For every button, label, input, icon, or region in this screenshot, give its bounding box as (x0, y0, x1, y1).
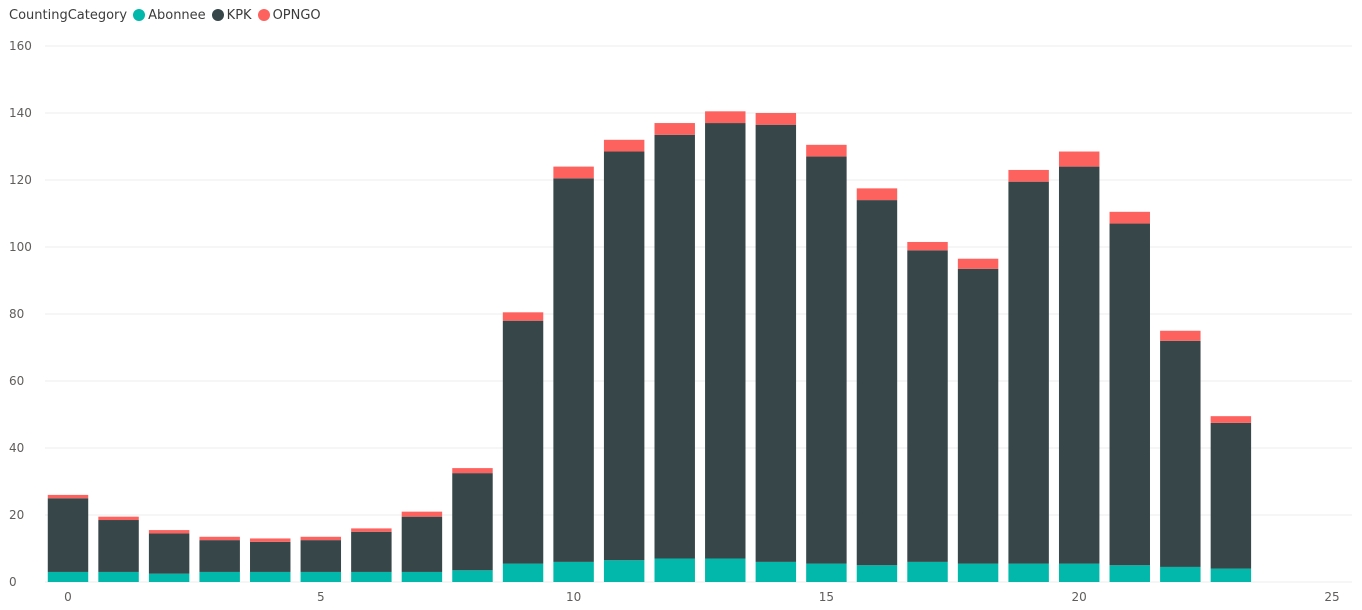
bar-segment-kpk (250, 541, 291, 572)
bar-segment-abonnee (401, 571, 443, 582)
legend-label: KPK (226, 7, 252, 23)
x-tick-label: 5 (317, 590, 325, 604)
x-tick-label: 15 (819, 590, 834, 604)
y-tick-label: 20 (9, 508, 24, 522)
bar-segment-abonnee (351, 571, 392, 582)
bar-segment-abonnee (1109, 565, 1150, 582)
y-tick-label: 120 (9, 173, 32, 187)
bar-segment-abonnee (856, 565, 898, 582)
legend-item-abonnee[interactable]: Abonnee (133, 8, 206, 23)
bar-segment-kpk (148, 533, 190, 574)
y-tick-label: 80 (9, 307, 24, 321)
legend-label: Abonnee (148, 7, 206, 23)
bar-segment-kpk (401, 516, 443, 572)
bar-segment-abonnee (806, 563, 847, 582)
legend-item-kpk[interactable]: KPK (211, 7, 252, 23)
bar-segment-opngo (1160, 330, 1201, 341)
bar-segment-kpk (806, 156, 847, 564)
bar-segment-kpk (1160, 340, 1201, 567)
y-tick-label: 0 (9, 575, 17, 589)
bar-segment-opngo (654, 123, 695, 135)
bar-segment-kpk (98, 520, 139, 572)
bar-segment-abonnee (300, 571, 342, 582)
x-tick-label: 20 (1072, 590, 1087, 604)
bar-segment-kpk (1109, 223, 1150, 566)
bar-segment-opngo (250, 538, 291, 542)
legend-dot-icon (133, 9, 146, 21)
bar-segment-opngo (351, 528, 392, 532)
bar-segment-abonnee (452, 570, 493, 582)
bar-segment-kpk (47, 498, 89, 572)
legend-dot-icon (211, 9, 224, 21)
bar-segment-abonnee (1210, 568, 1252, 582)
bar-segment-opngo (98, 516, 139, 521)
bar-segment-opngo (806, 144, 847, 157)
bar-segment-abonnee (148, 573, 190, 582)
y-tick-label: 100 (9, 240, 32, 254)
bar-segment-abonnee (1160, 566, 1201, 582)
bar-segment-opngo (553, 166, 594, 179)
bar-segment-kpk (856, 200, 898, 566)
bar-segment-abonnee (755, 561, 797, 582)
bar-segment-opngo (907, 241, 948, 251)
bar-segment-kpk (755, 124, 797, 562)
bar-segment-opngo (957, 258, 999, 269)
bar-segment-opngo (856, 188, 898, 201)
bar-segment-kpk (705, 123, 746, 559)
bar-segment-opngo (1058, 151, 1100, 167)
legend-dot-icon (257, 9, 270, 21)
x-tick-label: 10 (566, 590, 581, 604)
bar-segment-opngo (401, 511, 443, 517)
legend-title: CountingCategory (9, 7, 128, 23)
bar-segment-opngo (199, 536, 240, 541)
bar-segment-kpk (907, 250, 948, 562)
bar-segment-abonnee (502, 563, 544, 582)
bar-segment-opngo (755, 113, 797, 125)
bar-segment-opngo (148, 530, 190, 534)
x-tick-label: 25 (1324, 590, 1339, 604)
legend-item-opngo[interactable]: OPNGO (257, 7, 321, 23)
bar-segment-kpk (1008, 181, 1049, 564)
x-tick-label: 0 (64, 590, 72, 604)
y-tick-label: 60 (9, 374, 24, 388)
bar-segment-opngo (502, 312, 544, 321)
bar-segment-kpk (553, 178, 594, 562)
bar-segment-abonnee (98, 571, 139, 582)
bar-segment-opngo (47, 494, 89, 499)
legend: CountingCategory Abonnee KPK OPNGO (9, 4, 327, 26)
bar-segment-opngo (452, 468, 493, 474)
bar-segment-kpk (199, 540, 240, 572)
bar-segment-abonnee (250, 571, 291, 582)
bar-segment-kpk (654, 134, 695, 559)
bar-segment-abonnee (47, 571, 89, 582)
bar-segment-abonnee (705, 558, 746, 582)
y-tick-label: 160 (9, 39, 32, 53)
bar-segment-abonnee (1058, 563, 1100, 582)
bar-segment-kpk (1058, 166, 1100, 564)
bar-segment-abonnee (1008, 563, 1049, 582)
bar-segment-opngo (1210, 416, 1252, 423)
bar-segment-kpk (300, 540, 342, 572)
bar-segment-abonnee (957, 563, 999, 582)
legend-label: OPNGO (272, 7, 321, 23)
bar-segment-kpk (603, 151, 645, 561)
bar-segment-abonnee (654, 558, 695, 582)
bar-segment-kpk (957, 268, 999, 564)
bar-segment-kpk (502, 320, 544, 564)
bar-segment-abonnee (907, 561, 948, 582)
bar-segment-abonnee (603, 560, 645, 582)
bar-segment-kpk (1210, 422, 1252, 569)
bar-segment-opngo (300, 536, 342, 541)
bar-segment-opngo (603, 139, 645, 152)
bar-segment-abonnee (199, 571, 240, 582)
bar-segment-opngo (705, 111, 746, 124)
bar-segment-opngo (1008, 169, 1049, 182)
bar-segment-opngo (1109, 211, 1150, 224)
bar-segment-kpk (351, 531, 392, 572)
bar-segment-kpk (452, 473, 493, 571)
bar-segment-abonnee (553, 561, 594, 582)
y-tick-label: 140 (9, 106, 32, 120)
y-tick-label: 40 (9, 441, 24, 455)
